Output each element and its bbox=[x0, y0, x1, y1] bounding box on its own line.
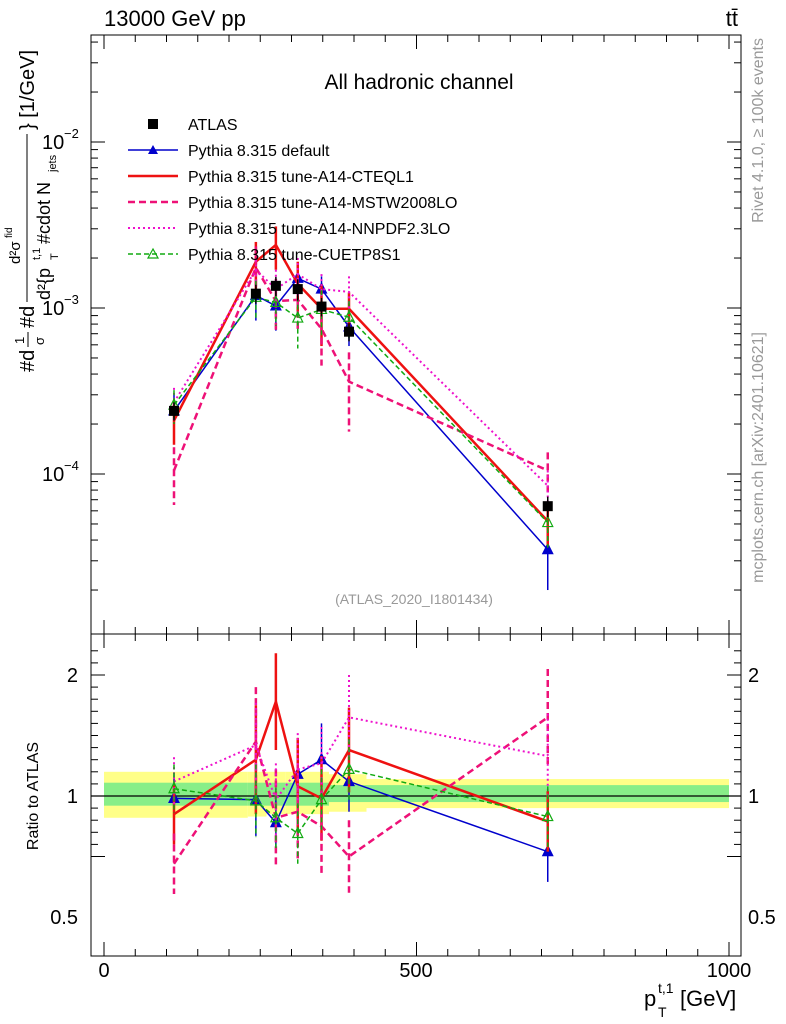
legend-entry-cteql1: Pythia 8.315 tune-A14-CTEQL1 bbox=[128, 169, 414, 186]
svg-text:Pythia 8.315 default: Pythia 8.315 default bbox=[188, 143, 330, 160]
svg-text:fid: fid bbox=[4, 227, 15, 238]
svg-text:#cdot N: #cdot N bbox=[34, 182, 54, 244]
header-energy: 13000 GeV pp bbox=[104, 6, 246, 31]
data-point bbox=[250, 288, 261, 299]
svg-text:−2: −2 bbox=[64, 126, 79, 141]
svg-text:jets: jets bbox=[47, 154, 59, 173]
legend-entry-default: Pythia 8.315 default bbox=[128, 143, 330, 160]
analysis-tag: (ATLAS_2020_I1801434) bbox=[335, 591, 493, 607]
mcplots-label: mcplots.cern.ch [arXiv:2401.10621] bbox=[750, 332, 767, 583]
x-tick-label-500: 500 bbox=[399, 960, 432, 982]
x-tick-label-0: 0 bbox=[98, 960, 109, 982]
y-tick-label-1e-2: 10 −2 bbox=[42, 126, 79, 154]
svg-text:−4: −4 bbox=[64, 458, 79, 473]
data-point bbox=[344, 326, 354, 337]
y-tick-label-1e-4: 10 −4 bbox=[42, 458, 79, 486]
legend-entry-nnpdf23lo: Pythia 8.315 tune-A14-NNPDF2.3LO bbox=[128, 221, 450, 238]
series-4-marker bbox=[291, 310, 304, 323]
series-4-ratio-marker bbox=[291, 826, 304, 839]
svg-text:T: T bbox=[658, 1004, 667, 1020]
main-panel-frame bbox=[90, 34, 742, 635]
ratio-axis-ticks bbox=[91, 634, 741, 956]
data-point bbox=[270, 280, 281, 291]
svg-text:[GeV]: [GeV] bbox=[680, 986, 736, 1011]
y-axis-title: #d 1 σ #d d²σ fid d²{p T t,1 #cdot N jet… bbox=[4, 50, 61, 372]
svg-text:ATLAS: ATLAS bbox=[188, 117, 238, 134]
x-axis-title: p T t,1 [GeV] bbox=[644, 980, 736, 1020]
ratio-tick-label-right-0.5: 0.5 bbox=[748, 907, 776, 929]
data-point bbox=[169, 405, 179, 416]
svg-text:t,1: t,1 bbox=[31, 248, 43, 260]
svg-text:−3: −3 bbox=[64, 292, 79, 307]
series-4-ratio-marker bbox=[269, 810, 282, 823]
ratio-series-layer bbox=[168, 653, 554, 895]
ratio-tick-label-0.5: 0.5 bbox=[50, 907, 78, 929]
svg-text:Pythia 8.315 tune-A14-NNPDF2.3: Pythia 8.315 tune-A14-NNPDF2.3LO bbox=[188, 221, 450, 238]
ratio-tick-label-right-1: 1 bbox=[748, 786, 759, 808]
svg-text:d²{p: d²{p bbox=[34, 268, 54, 300]
series-4-marker bbox=[541, 515, 554, 528]
series-4-marker bbox=[343, 309, 355, 322]
svg-text:10: 10 bbox=[42, 298, 64, 320]
ratio-tick-label-2: 2 bbox=[67, 665, 78, 687]
y-tick-label-1e-3: 10 −3 bbox=[42, 292, 79, 320]
series-4-ratio-marker bbox=[168, 781, 180, 794]
svg-text:T: T bbox=[49, 253, 61, 260]
legend-entry-atlas: ATLAS bbox=[148, 117, 238, 134]
legend-entry-cuetp8s1: Pythia 8.315 tune-CUETP8S1 bbox=[128, 247, 401, 264]
svg-text:p: p bbox=[644, 986, 656, 1011]
svg-text:σ: σ bbox=[32, 337, 47, 345]
stat-uncertainty-band bbox=[329, 785, 367, 803]
series-4-ratio-marker bbox=[315, 792, 328, 805]
series-0-marker bbox=[541, 542, 554, 555]
svg-text:Pythia 8.315 tune-CUETP8S1: Pythia 8.315 tune-CUETP8S1 bbox=[188, 247, 401, 264]
series-4-marker bbox=[269, 295, 282, 308]
svg-text:t,1: t,1 bbox=[658, 980, 674, 996]
chart-title: All hadronic channel bbox=[324, 71, 513, 94]
svg-text:#d: #d bbox=[17, 350, 39, 372]
ratio-tick-label-right-2: 2 bbox=[748, 665, 759, 687]
series-4-ratio-marker bbox=[249, 793, 262, 806]
legend: ATLAS Pythia 8.315 default Pythia 8.315 … bbox=[128, 117, 457, 264]
legend-entry-mstw2008lo: Pythia 8.315 tune-A14-MSTW2008LO bbox=[128, 195, 457, 212]
svg-text:Pythia 8.315 tune-A14-MSTW2008: Pythia 8.315 tune-A14-MSTW2008LO bbox=[188, 195, 457, 212]
series-4-ratio-marker bbox=[541, 809, 554, 822]
svg-text:Pythia 8.315 tune-A14-CTEQL1: Pythia 8.315 tune-A14-CTEQL1 bbox=[188, 169, 414, 186]
svg-text:d²σ: d²σ bbox=[7, 241, 24, 264]
header-process: tt̄ bbox=[726, 6, 738, 31]
data-point bbox=[542, 501, 553, 512]
data-point bbox=[316, 301, 327, 312]
main-axis-ticks bbox=[91, 35, 741, 634]
data-point bbox=[292, 284, 303, 295]
ratio-tick-label-1: 1 bbox=[67, 786, 78, 808]
svg-text:1: 1 bbox=[12, 337, 27, 344]
series-4-ratio-marker bbox=[343, 762, 355, 774]
x-tick-label-1000: 1000 bbox=[707, 960, 752, 982]
ratio-y-axis-title: Ratio to ATLAS bbox=[25, 742, 42, 850]
data-points-layer bbox=[169, 276, 553, 518]
svg-text:#d: #d bbox=[17, 306, 39, 328]
svg-text:10: 10 bbox=[42, 132, 64, 154]
svg-text:} [1/GeV]: } [1/GeV] bbox=[17, 50, 39, 130]
svg-text:10: 10 bbox=[42, 464, 64, 486]
rivet-label: Rivet 4.1.0, ≥ 100k events bbox=[750, 38, 767, 223]
